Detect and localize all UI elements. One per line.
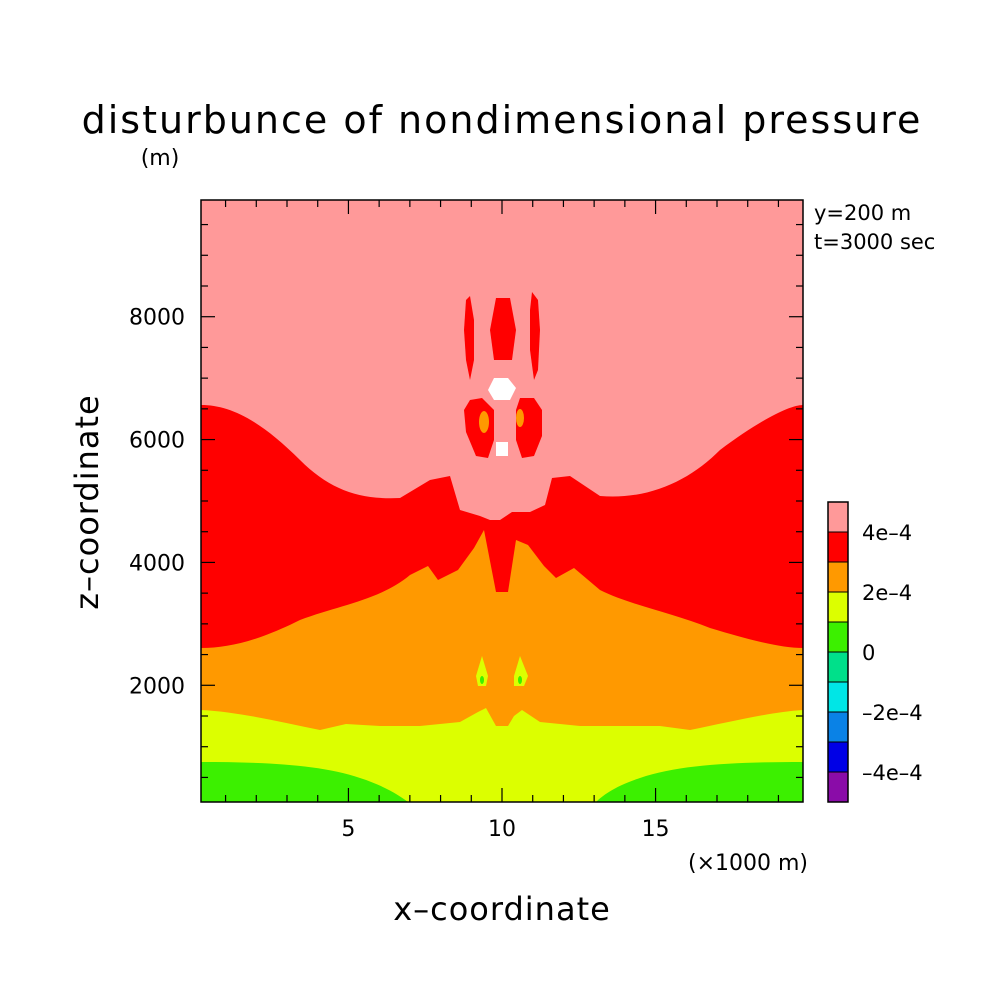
colorbar-swatch [828,592,848,622]
colorbar-swatch [828,742,848,772]
field-red-spire-center [490,298,516,360]
x-tick-label: 15 [642,817,670,842]
y-axis-label: z–coordinate [68,394,106,609]
colorbar-tick-label: –4e–4 [862,761,923,785]
colorbar-swatch [828,652,848,682]
field-green-left [201,762,408,802]
y-tick-label: 8000 [129,306,185,331]
plot-area [200,199,804,803]
colorbar-swatch [828,562,848,592]
y-tick-label: 4000 [129,551,185,576]
x-tick-labels: 5 10 15 [341,817,669,842]
colorbar-swatch [828,622,848,652]
colorbar-tick-label: 2e–4 [862,581,912,605]
y-tick-labels: 2000 4000 6000 8000 [129,306,185,700]
field-green-speck-left [480,676,484,684]
colorbar-swatch [828,502,848,532]
x-unit-label: (×1000 m) [688,851,808,876]
y-unit-label: (m) [141,146,180,171]
y-tick-label: 6000 [129,429,185,454]
field-green-right [596,762,803,802]
field-red-spire-right [530,292,540,380]
field-white-cell-upper [488,378,516,400]
x-axis-label: x–coordinate [393,890,611,928]
annotation-time: t=3000 sec [814,230,935,254]
colorbar-swatch [828,712,848,742]
axis-ticks [201,200,803,802]
chart-title: disturbunce of nondimensional pressure [82,98,923,142]
colorbar-tick-label: 4e–4 [862,521,912,545]
field-green-speck-right [518,676,522,684]
field-yellow-speck-right [514,656,528,686]
colorbar-swatch [828,532,848,562]
colorbar-swatch [828,682,848,712]
x-tick-label: 10 [488,817,516,842]
field-white-cell-lower [496,442,508,456]
field-red-spire-left [464,296,474,380]
colorbar-tick-label: 0 [862,641,875,665]
x-tick-label: 5 [341,817,355,842]
field-orange-dot-right [516,409,524,427]
colorbar [827,501,849,803]
field-orange-dot-left [479,411,489,433]
colorbar-swatch [828,772,848,802]
colorbar-tick-labels: 4e–4 2e–4 0 –2e–4 –4e–4 [862,521,923,785]
field-yellow-speck-left [476,656,488,686]
y-tick-label: 2000 [129,674,185,699]
annotation-y-position: y=200 m [814,201,911,225]
colorbar-tick-label: –2e–4 [862,701,923,725]
